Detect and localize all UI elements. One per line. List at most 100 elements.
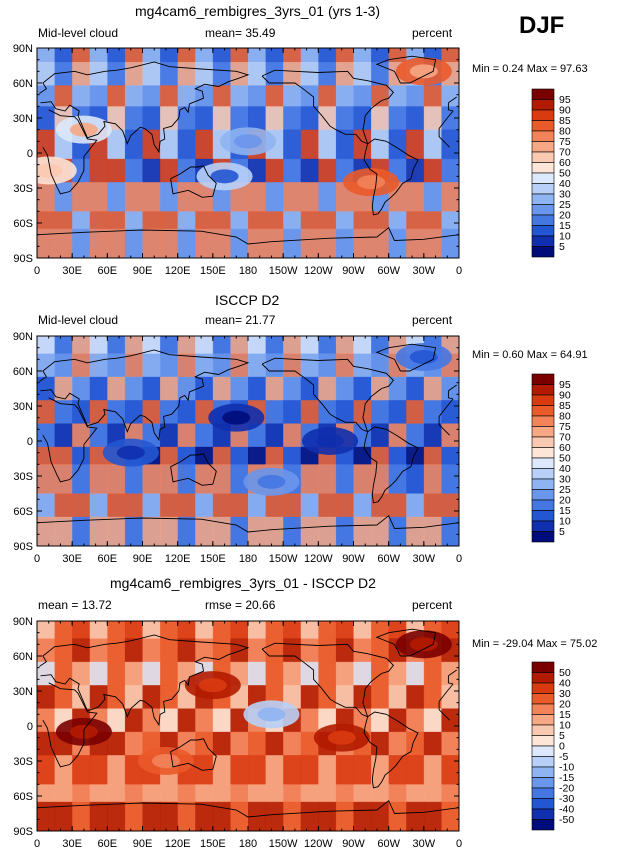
panel-2-variable-label: Mid-level cloud — [38, 313, 119, 327]
colorbar-swatch — [531, 384, 555, 396]
colorbar-swatch — [531, 130, 555, 142]
lat-tick-label: 30S — [13, 756, 33, 768]
lat-tick-label: 90S — [13, 253, 33, 265]
coastline — [363, 711, 419, 789]
coastline — [37, 514, 459, 533]
colorbar-swatch — [531, 162, 555, 174]
colorbar-level-label: 70 — [559, 147, 571, 159]
colorbar-swatch — [531, 745, 555, 757]
coastline — [363, 138, 419, 216]
panel-1-title: mg4cam6_rembigres_3yrs_01 (yrs 1-3) — [135, 3, 381, 19]
colorbar-level-label: -40 — [559, 804, 574, 816]
map-field — [37, 336, 459, 546]
colorbar-swatch — [531, 808, 555, 820]
lon-tick-label: 30E — [62, 838, 82, 850]
coastline — [261, 357, 395, 433]
colorbar-swatch — [531, 777, 555, 789]
colorbar-swatch — [531, 714, 555, 726]
colorbar-level-label: 15 — [559, 220, 571, 232]
panel-1-units: percent — [412, 26, 453, 40]
colorbar-swatch — [531, 373, 555, 385]
lat-tick-label: 90N — [13, 616, 33, 628]
lat-tick-label: 30S — [13, 183, 33, 195]
colorbar-level-label: 15 — [559, 709, 571, 721]
colorbar-level-label: 95 — [559, 94, 571, 106]
colorbar-level-label: 50 — [559, 453, 571, 465]
lon-tick-label: 0 — [456, 838, 462, 850]
coastline — [448, 669, 457, 677]
lat-tick-label: 60S — [13, 506, 33, 518]
lat-tick-label: 60N — [13, 366, 33, 378]
lon-tick-label: 90E — [133, 553, 153, 565]
colorbar-level-label: 10 — [559, 516, 571, 528]
colorbar-level-label: 95 — [559, 379, 571, 391]
lat-tick-label: 0 — [27, 721, 33, 733]
lon-tick-label: 120W — [304, 265, 333, 277]
panel-3-units: percent — [412, 598, 453, 612]
lon-tick-label: 150W — [269, 838, 298, 850]
colorbar-swatch — [531, 447, 555, 459]
colorbar-swatch — [531, 735, 555, 747]
coastline — [37, 226, 459, 245]
colorbar-level-label: 75 — [559, 136, 571, 148]
lon-tick-label: 0 — [34, 265, 40, 277]
colorbar-level-label: 40 — [559, 678, 571, 690]
lon-tick-label: 120E — [165, 553, 191, 565]
lat-tick-label: 60N — [13, 651, 33, 663]
colorbar-level-label: 10 — [559, 720, 571, 732]
coastline — [261, 69, 395, 145]
colorbar-level-label: 25 — [559, 199, 571, 211]
panel-1-minmax: Min = 0.24 Max = 97.63 — [472, 63, 588, 75]
lat-tick-label: 30N — [13, 686, 33, 698]
lon-tick-label: 150W — [269, 553, 298, 565]
coastline — [438, 110, 454, 129]
panel-3-minmax: Min = -29.04 Max = 75.02 — [472, 638, 598, 650]
coastline — [438, 683, 454, 702]
coastline — [438, 398, 454, 417]
colorbar-level-label: 0 — [559, 741, 565, 753]
lon-tick-label: 90W — [342, 265, 365, 277]
lat-tick-label: 60S — [13, 791, 33, 803]
map-field — [37, 48, 459, 258]
coastline — [39, 349, 250, 442]
colorbar-level-label: 40 — [559, 178, 571, 190]
colorbar-level-label: 20 — [559, 495, 571, 507]
colorbar-level-label: 30 — [559, 474, 571, 486]
colorbar-level-label: 5 — [559, 241, 565, 253]
coastline — [375, 628, 437, 657]
lon-tick-label: 60E — [98, 838, 118, 850]
colorbar-swatch — [531, 394, 555, 406]
lon-tick-label: 0 — [456, 553, 462, 565]
coastline — [170, 738, 217, 771]
coastline — [170, 453, 217, 486]
colorbar-swatch — [531, 88, 555, 100]
coastline — [438, 128, 450, 148]
colorbar-level-label: 20 — [559, 210, 571, 222]
panel-3-mean: mean = 13.72 — [38, 598, 112, 612]
coastline — [363, 426, 419, 504]
colorbar-swatch — [531, 246, 555, 258]
colorbar-swatch — [531, 661, 555, 673]
lat-tick-label: 30S — [13, 471, 33, 483]
colorbar-swatch — [531, 478, 555, 490]
colorbar-swatch — [531, 819, 555, 831]
colorbar-swatch — [531, 172, 555, 184]
coastline — [42, 109, 98, 195]
coastline — [375, 343, 437, 372]
colorbar-level-label: -50 — [559, 814, 574, 826]
lon-tick-label: 120E — [165, 265, 191, 277]
colorbar-swatch — [531, 405, 555, 417]
colorbar-level-label: 90 — [559, 105, 571, 117]
lon-tick-label: 90W — [342, 553, 365, 565]
colorbar-swatch — [531, 151, 555, 163]
colorbar-swatch — [531, 426, 555, 438]
colorbar-level-label: 50 — [559, 667, 571, 679]
colorbar-level-label: 5 — [559, 526, 565, 538]
coastline — [447, 390, 454, 400]
lon-tick-label: 30W — [413, 838, 436, 850]
colorbar-swatch — [531, 489, 555, 501]
colorbar-swatch — [531, 204, 555, 216]
